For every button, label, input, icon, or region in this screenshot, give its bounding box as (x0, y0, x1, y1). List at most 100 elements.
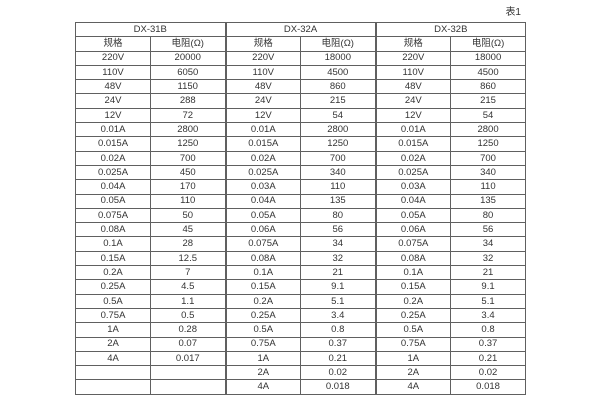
resistance-cell: 3.4 (450, 307, 527, 324)
table-row: 0.05A 110 0.04A 135 0.04A 135 (75, 193, 527, 209)
spec-cell: 0.08A (374, 250, 452, 267)
resistance-cell: 2800 (149, 122, 227, 138)
resistance-cell: 80 (450, 207, 527, 224)
spec-cell: 0.075A (224, 236, 302, 252)
group-header-dx-31b: DX-31B (74, 21, 227, 38)
resistance-cell: 860 (300, 79, 377, 95)
resistance-cell: 18000 (450, 50, 527, 66)
spec-cell: 4A (374, 379, 452, 395)
resistance-cell: 1250 (300, 136, 377, 152)
spec-cell: 0.025A (224, 164, 302, 181)
table-row: 4A 0.018 4A 0.018 (75, 379, 527, 395)
resistance-cell: 2800 (300, 122, 377, 138)
table-row: 0.02A 700 0.02A 700 0.02A 700 (75, 150, 527, 166)
spec-cell: 110V (224, 64, 302, 81)
spec-cell: 0.25A (374, 307, 452, 324)
spec-cell: 0.25A (224, 307, 302, 324)
resistance-cell: 0.07 (149, 336, 227, 352)
resistance-cell: 110 (450, 179, 527, 195)
spec-cell: 0.01A (374, 122, 452, 138)
resistance-cell: 340 (300, 164, 377, 181)
spec-cell: 220V (75, 50, 151, 66)
table-row: 12V 72 12V 54 12V 54 (75, 107, 527, 124)
resistance-cell: 1250 (149, 136, 227, 152)
spec-cell: 0.04A (374, 193, 452, 209)
resistance-cell: 5.1 (300, 293, 377, 309)
spec-cell: 0.075A (374, 236, 452, 252)
table-row: 0.1A 28 0.075A 34 0.075A 34 (75, 236, 527, 252)
resistance-cell: 860 (450, 79, 527, 95)
resistance-cell: 700 (149, 150, 227, 166)
spec-cell: 1A (224, 350, 302, 367)
resistance-cell: 135 (450, 193, 527, 209)
table-caption: 表1 (505, 7, 521, 18)
resistance-cell: 6050 (149, 64, 227, 81)
table-row: 220V 20000 220V 18000 220V 18000 (75, 50, 527, 66)
spec-cell: 1A (75, 322, 151, 338)
resistance-cell: 5.1 (450, 293, 527, 309)
table-row: 0.75A 0.5 0.25A 3.4 0.25A 3.4 (75, 307, 527, 324)
spec-cell: 0.2A (374, 293, 452, 309)
resistance-cell: 215 (300, 93, 377, 109)
spec-cell: 24V (224, 93, 302, 109)
spec-cell: 0.04A (75, 179, 151, 195)
resistance-cell: 215 (450, 93, 527, 109)
table-row: 0.15A 12.5 0.08A 32 0.08A 32 (75, 250, 527, 267)
spec-cell: 0.015A (224, 136, 302, 152)
spec-cell: 0.02A (224, 150, 302, 166)
resistance-cell: 9.1 (300, 279, 377, 295)
resistance-cell: 28 (149, 236, 227, 252)
resistance-cell: 340 (450, 164, 527, 181)
resistance-spec-table: DX-31B DX-32A DX-32B 规格 电阻(Ω) 规格 电阻(Ω) 规… (74, 21, 527, 395)
resistance-cell: 0.018 (450, 379, 527, 395)
resistance-cell: 450 (149, 164, 227, 181)
spec-cell: 1A (374, 350, 452, 367)
spec-cell: 4A (75, 350, 151, 367)
resistance-cell: 170 (149, 179, 227, 195)
spec-cell: 0.01A (224, 122, 302, 138)
resistance-cell: 0.8 (450, 322, 527, 338)
resistance-cell: 0.017 (149, 350, 227, 367)
resistance-cell: 50 (149, 207, 227, 224)
table-row: 4A 0.017 1A 0.21 1A 0.21 (75, 350, 527, 367)
spec-cell: 0.02A (75, 150, 151, 166)
resistance-cell: 0.018 (300, 379, 377, 395)
resistance-cell: 1250 (450, 136, 527, 152)
spec-cell: 0.025A (374, 164, 452, 181)
table-row: 0.01A 2800 0.01A 2800 0.01A 2800 (75, 122, 527, 138)
resistance-cell: 135 (300, 193, 377, 209)
spec-cell: 0.075A (75, 207, 151, 224)
resistance-cell: 1.1 (149, 293, 227, 309)
table-row: 24V 288 24V 215 24V 215 (75, 93, 527, 109)
spec-cell: 0.5A (224, 322, 302, 338)
col-header-resistance: 电阻(Ω) (300, 36, 377, 52)
spec-cell: 0.25A (75, 279, 151, 295)
resistance-cell: 32 (300, 250, 377, 267)
spec-cell: 220V (374, 50, 452, 66)
table-row: 2A 0.02 2A 0.02 (75, 365, 527, 381)
col-header-resistance: 电阻(Ω) (149, 36, 227, 52)
resistance-cell: 2800 (450, 122, 527, 138)
table-row: 2A 0.07 0.75A 0.37 0.75A 0.37 (75, 336, 527, 352)
spec-cell: 24V (75, 93, 151, 109)
resistance-cell: 18000 (300, 50, 377, 66)
spec-cell: 0.75A (374, 336, 452, 352)
resistance-cell (149, 379, 227, 395)
spec-cell: 0.5A (75, 293, 151, 309)
spec-cell: 12V (75, 107, 151, 124)
spec-cell: 0.015A (374, 136, 452, 152)
spec-cell: 2A (374, 365, 452, 381)
table-row: 0.2A 7 0.1A 21 0.1A 21 (75, 265, 527, 281)
resistance-cell: 12.5 (149, 250, 227, 267)
resistance-cell: 21 (300, 265, 377, 281)
resistance-cell: 700 (300, 150, 377, 166)
table-row: 0.04A 170 0.03A 110 0.03A 110 (75, 179, 527, 195)
resistance-cell: 0.02 (450, 365, 527, 381)
table-row: 0.025A 450 0.025A 340 0.025A 340 (75, 164, 527, 181)
resistance-cell: 4500 (450, 64, 527, 81)
col-header-resistance: 电阻(Ω) (450, 36, 527, 52)
spec-cell: 0.04A (224, 193, 302, 209)
resistance-cell: 45 (149, 222, 227, 238)
resistance-cell: 110 (300, 179, 377, 195)
spec-cell: 110V (374, 64, 452, 81)
